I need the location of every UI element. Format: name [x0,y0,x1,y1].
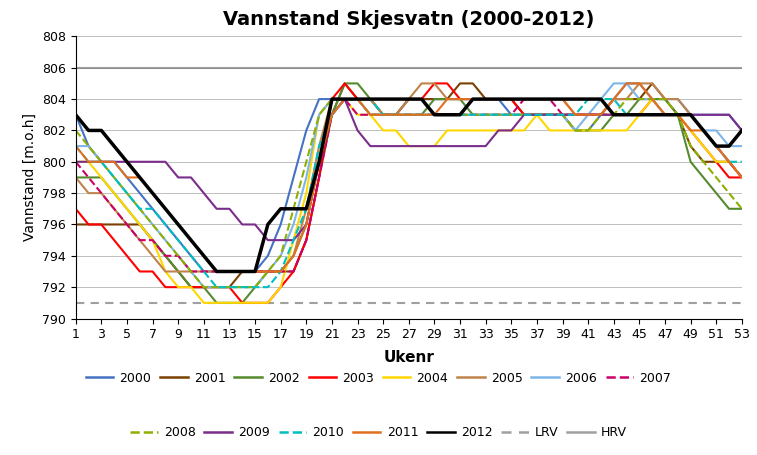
Y-axis label: Vannstand [m.o.h]: Vannstand [m.o.h] [23,113,36,242]
X-axis label: Ukenr: Ukenr [383,349,435,364]
Legend: 2000, 2001, 2002, 2003, 2004, 2005, 2006, 2007: 2000, 2001, 2002, 2003, 2004, 2005, 2006… [81,367,676,389]
Title: Vannstand Skjesvatn (2000-2012): Vannstand Skjesvatn (2000-2012) [223,10,594,29]
Legend: 2008, 2009, 2010, 2011, 2012, LRV, HRV: 2008, 2009, 2010, 2011, 2012, LRV, HRV [125,421,632,444]
